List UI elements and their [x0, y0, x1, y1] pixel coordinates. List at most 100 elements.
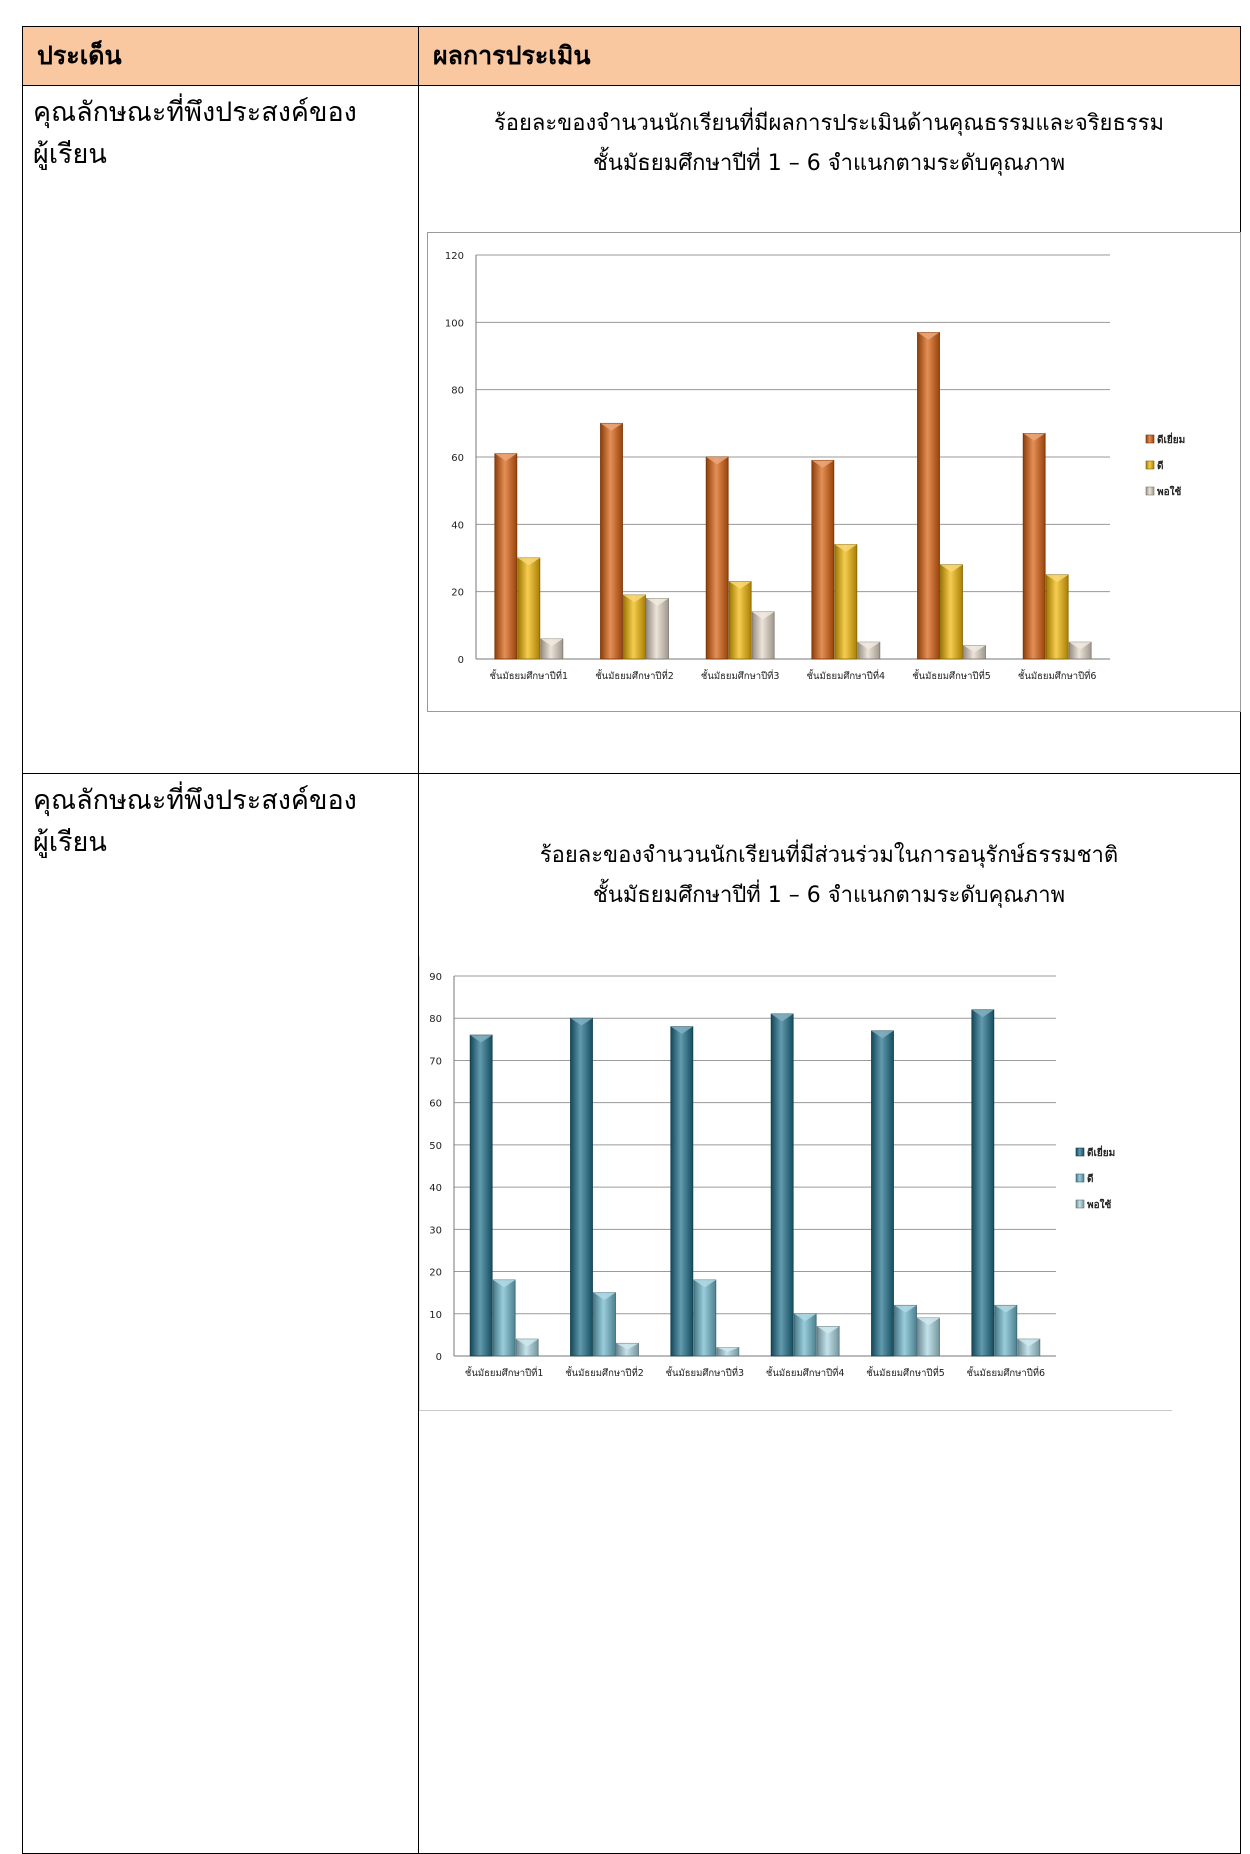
- row2-issue: คุณลักษณะที่พึงประสงค์ของ ผู้เรียน: [22, 773, 419, 1854]
- chart2-legend-label: ดีเยี่ยม: [1087, 1145, 1115, 1159]
- chart1-bar-s2-c5: [940, 564, 963, 660]
- chart1-bar-bevel: [540, 638, 563, 647]
- chart2-bar-bevel: [570, 1018, 593, 1026]
- chart2-bar-bevel: [994, 1305, 1017, 1313]
- chart2-legend-label: พอใช้: [1087, 1198, 1111, 1211]
- chart1-ytick-label: 60: [451, 453, 464, 464]
- chart1-title: ร้อยละของจำนวนนักเรียนที่มีผลการประเมินด…: [419, 104, 1239, 184]
- chart1-bar-bevel: [834, 544, 857, 552]
- chart2-bar-s2-c3: [693, 1279, 717, 1357]
- chart1-bar-s1-c1: [494, 453, 518, 660]
- chart1-frame: 0 20 40 60 80 100 120 ชั้นมัธยมศึกษาปีที่1 ชั้นม…: [427, 232, 1241, 712]
- chart2-bar-bevel: [593, 1292, 616, 1300]
- chart2-bar-s1-c6: [971, 1009, 995, 1357]
- chart1-bar-bevel: [517, 558, 540, 566]
- header-result: ผลการประเมิน: [418, 26, 1241, 86]
- chart2-ytick-label: 50: [429, 1141, 442, 1152]
- chart1-xtick-label: ชั้นมัธยมศึกษาปีที่2: [595, 669, 674, 682]
- chart2-bar-s1-c1: [469, 1034, 493, 1357]
- chart1-xtick-label: ชั้นมัธยมศึกษาปีที่3: [701, 669, 780, 682]
- chart1-title-line2: ชั้นมัธยมศึกษาปีที่ 1 – 6 จำแนกตามระดับค…: [592, 151, 1066, 176]
- chart1-bar-s1-c3: [705, 456, 729, 660]
- chart2-bar-bevel: [794, 1313, 817, 1322]
- chart1-ytick-label: 80: [451, 386, 464, 397]
- header-issue: ประเด็น: [22, 26, 419, 86]
- chart2-ytick-label: 60: [429, 1099, 442, 1110]
- chart2-bar-s1-c5: [871, 1030, 894, 1357]
- row1-issue-line1: คุณลักษณะที่พึงประสงค์ของ: [33, 97, 357, 128]
- chart1-legend-swatch: [1145, 434, 1155, 444]
- chart2-legend-swatch: [1075, 1173, 1085, 1183]
- chart2-bar-bevel: [871, 1030, 894, 1039]
- chart2-ytick-label: 80: [429, 1014, 442, 1025]
- chart2-bar-s3-c6: [1017, 1338, 1041, 1357]
- chart1-bar-bevel: [623, 595, 646, 603]
- chart2-bar-s2-c5: [894, 1304, 917, 1357]
- chart2-bar-s1-c2: [570, 1017, 593, 1357]
- chart1-bar-bevel: [600, 423, 623, 431]
- chart2-bar-s1-c3: [670, 1026, 694, 1357]
- chart2-bar-s3-c1: [515, 1338, 539, 1357]
- chart2-xtick-label: ชั้นมัธยมศึกษาปีที่4: [766, 1366, 845, 1379]
- chart1-ytick-label: 100: [445, 318, 464, 329]
- chart1-bar-bevel: [706, 457, 729, 465]
- chart1-bar-bevel: [963, 645, 986, 653]
- chart1-xtick-label: ชั้นมัธยมศึกษาปีที่5: [912, 669, 991, 682]
- row2-result: ร้อยละของจำนวนนักเรียนที่มีส่วนร่วมในการ…: [418, 773, 1241, 1854]
- chart1-legend-swatch: [1145, 486, 1155, 496]
- chart1-ytick-label: 120: [445, 251, 464, 262]
- chart2-bar-bevel: [771, 1014, 794, 1022]
- chart1-title-line1: ร้อยละของจำนวนนักเรียนที่มีผลการประเมินด…: [493, 111, 1165, 136]
- chart2-bar-bevel: [493, 1280, 516, 1288]
- chart1-bar-bevel: [646, 598, 669, 606]
- chart2-bar-bevel: [1017, 1339, 1040, 1347]
- chart2-ytick-label: 70: [429, 1056, 442, 1067]
- chart1-bar-bevel: [857, 642, 880, 650]
- chart1-legend-swatch: [1145, 460, 1155, 470]
- chart2-ytick-label: 90: [429, 972, 442, 983]
- chart1-bar-bevel: [729, 581, 752, 589]
- chart1-bar-s2-c4: [834, 544, 858, 660]
- chart2-xtick-label: ชั้นมัธยมศึกษาปีที่2: [565, 1366, 644, 1379]
- chart1-svg: 0 20 40 60 80 100 120 ชั้นมัธยมศึกษาปีที่1 ชั้นม…: [445, 251, 1185, 682]
- chart2-ytick-label: 20: [429, 1268, 442, 1279]
- chart1-bar-bevel: [917, 332, 940, 340]
- chart1-bar-s1-c2: [600, 422, 623, 660]
- row1-result: ร้อยละของจำนวนนักเรียนที่มีผลการประเมินด…: [418, 85, 1241, 774]
- chart2-bar-s2-c1: [492, 1279, 516, 1357]
- chart2-bar-bevel: [670, 1026, 693, 1034]
- chart1-xtick-label: ชั้นมัธยมศึกษาปีที่6: [1018, 669, 1097, 682]
- chart1-ytick-label: 20: [451, 588, 464, 599]
- chart1-ytick-label: 40: [451, 520, 464, 531]
- chart2-legend-label: ดี: [1087, 1173, 1094, 1185]
- chart2-bar-s1-c4: [770, 1013, 794, 1357]
- chart1-bar-bevel: [811, 460, 834, 468]
- row1-issue: คุณลักษณะที่พึงประสงค์ของ ผู้เรียน: [22, 85, 419, 774]
- chart1-bar-bevel: [940, 564, 963, 573]
- chart1-bar-s1-c6: [1022, 433, 1046, 660]
- chart1-legend-label: ดีเยี่ยม: [1157, 432, 1185, 446]
- chart2-svg: 0 10 20 30 40 50 60 70 80 90 ชั้นมัธยมศึกษาปีที่1 ช…: [429, 972, 1115, 1379]
- chart2-bar-bevel: [616, 1343, 639, 1350]
- chart2-title-line2: ชั้นมัธยมศึกษาปีที่ 1 – 6 จำแนกตามระดับค…: [592, 883, 1066, 908]
- row2-issue-line1: คุณลักษณะที่พึงประสงค์ของ: [33, 785, 357, 816]
- chart2-bar-bevel: [693, 1280, 716, 1288]
- chart1-bar-s1-c4: [811, 459, 835, 660]
- chart1-bar-s2-c3: [728, 581, 752, 660]
- chart1-bar-s2-c1: [517, 557, 541, 660]
- chart1-bar-bevel: [494, 453, 517, 461]
- chart1-legend-label: พอใช้: [1157, 485, 1181, 498]
- chart2-title: ร้อยละของจำนวนนักเรียนที่มีส่วนร่วมในการ…: [419, 836, 1239, 916]
- chart2-bar-bevel: [516, 1339, 539, 1347]
- chart2-frame: 0 10 20 30 40 50 60 70 80 90 ชั้นมัธยมศึกษาปีที่1 ช…: [419, 956, 1172, 1411]
- chart1-bar-bevel: [1023, 433, 1046, 441]
- chart1-ytick-label: 0: [458, 655, 464, 666]
- chart2-xtick-label: ชั้นมัธยมศึกษาปีที่1: [465, 1366, 544, 1379]
- chart1-bar-bevel: [1046, 574, 1069, 583]
- chart2-ytick-label: 30: [429, 1225, 442, 1236]
- chart2-ytick-label: 40: [429, 1183, 442, 1194]
- chart1-bar-s2-c2: [623, 594, 646, 660]
- chart1-legend-label: ดี: [1157, 460, 1164, 472]
- chart2-title-line1: ร้อยละของจำนวนนักเรียนที่มีส่วนร่วมในการ…: [539, 843, 1119, 868]
- chart2-ytick-label: 0: [436, 1352, 442, 1363]
